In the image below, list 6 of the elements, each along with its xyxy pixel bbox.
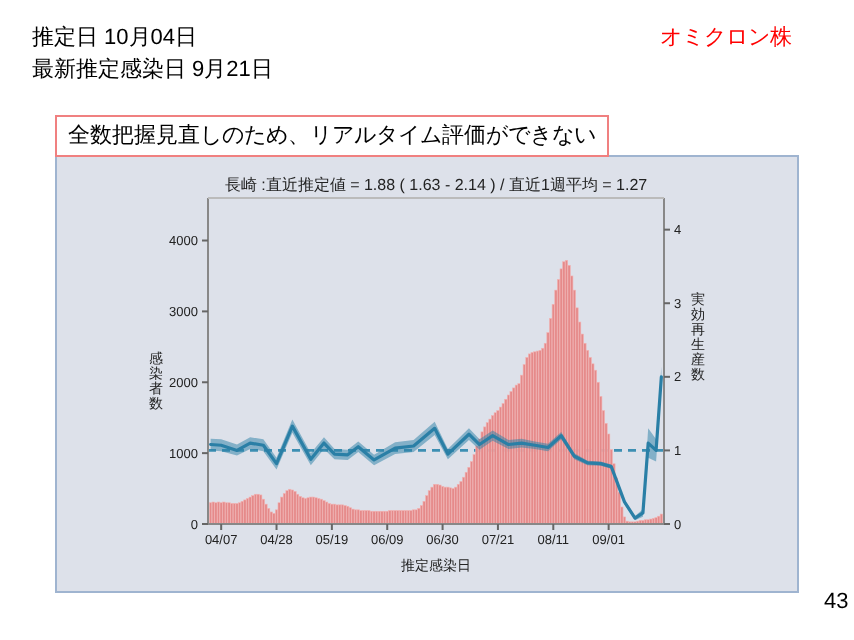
chart-title: 長崎 :直近推定値 = 1.88 ( 1.63 - 2.14 ) / 直近1週平均 = 1.27 [224, 176, 649, 194]
text: 最新推定感染日 9月21日 [32, 56, 273, 82]
text: 推定日 10月04日 [32, 24, 198, 50]
text: 全数把握見直しのため、リアルタイム評価ができない [68, 122, 596, 148]
text: 43 [824, 590, 849, 614]
text: オミクロン株 [660, 24, 792, 50]
